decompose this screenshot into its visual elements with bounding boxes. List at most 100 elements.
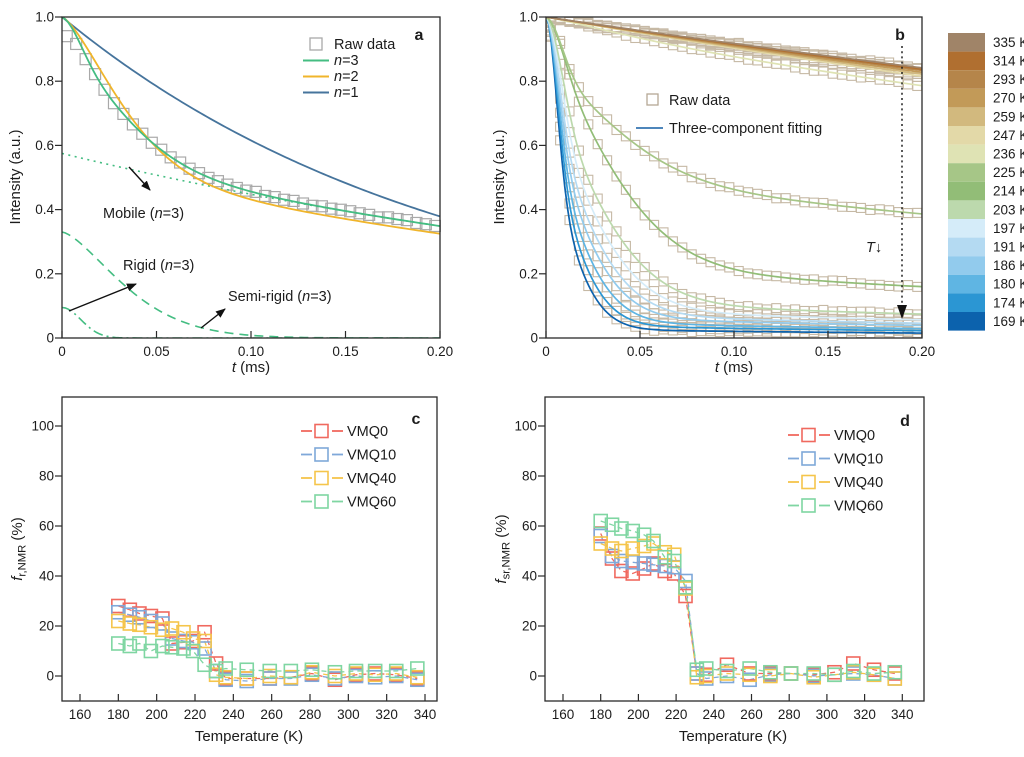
- VMQ60-point: [845, 663, 861, 679]
- VMQ0-point: [625, 566, 641, 581]
- raw-data-point: [667, 283, 678, 294]
- legend-label-VMQ0: VMQ0: [347, 424, 388, 440]
- y-tick-label: 0.6: [35, 138, 54, 153]
- annotation-temperature-decreasing: T↓: [866, 240, 882, 256]
- panel-a: 0 0.05 0.10 0.15 0.20 0 0.2 0.4 0.6 0.8 1.0 t (ms)…: [7, 10, 453, 377]
- y-tick-label: 0.4: [519, 202, 538, 217]
- VMQ10-point: [111, 604, 126, 620]
- legend-square-icon: [314, 494, 329, 509]
- panel-a-axes: 0 0.05 0.10 0.15 0.20 0 0.2 0.4 0.6 0.8 1.0: [35, 10, 453, 360]
- y-tick-label: 0.4: [35, 202, 54, 217]
- VMQ60-point: [164, 639, 180, 655]
- colorbar-label: 180 K: [993, 277, 1024, 292]
- legend-square-icon: [801, 498, 816, 513]
- VMQ60-point: [887, 664, 903, 680]
- raw-data-point: [583, 280, 594, 292]
- x-tick-label: 260: [740, 707, 763, 722]
- panel-b: 0 0.05 0.10 0.15 0.20 0 0.2 0.4 0.6 0.8 1.0 t (ms)…: [491, 10, 1024, 377]
- VMQ60-point: [646, 533, 661, 549]
- VMQ60-point: [678, 579, 693, 595]
- panel-c-axes: 160 180 200 220 240 260 280 300 320 340 0 20 40 60 80 1…: [31, 396, 438, 722]
- colorbar-swatch: [948, 126, 985, 145]
- VMQ60-point: [327, 664, 343, 680]
- VMQ60-point: [122, 638, 138, 654]
- raw-data-point: [429, 219, 441, 233]
- VMQ60-point: [367, 663, 383, 679]
- plot-frame: [544, 396, 925, 702]
- fit-curve-236K: [546, 17, 923, 87]
- legend-square-icon: [801, 451, 816, 466]
- raw-data-point: [602, 307, 613, 318]
- VMQ60-point: [657, 549, 673, 565]
- VMQ60-point: [410, 661, 425, 676]
- VMQ10-point: [604, 548, 620, 564]
- VMQ40-point: [197, 633, 212, 649]
- legend-square-icon: [314, 470, 329, 486]
- VMQ40-point: [614, 543, 629, 559]
- annotation-semi-rigid: Semi-rigid (n=3): [228, 289, 332, 305]
- VMQ0-point: [678, 588, 693, 604]
- annotation-mobile-arrow: [128, 166, 151, 191]
- raw-data-point: [630, 198, 641, 209]
- annotation-rigid: Rigid (n=3): [123, 258, 194, 274]
- legend-fitting-label: Three-component fitting: [669, 121, 822, 137]
- annotation-mobile: Mobile (n=3): [103, 206, 184, 222]
- VMQ40-point: [689, 669, 705, 685]
- colorbar-swatch: [948, 293, 985, 312]
- raw-data-point: [583, 215, 594, 226]
- colorbar-swatch: [948, 181, 985, 201]
- raw-data-point: [583, 231, 594, 242]
- y-tick-label: 0.2: [35, 266, 54, 281]
- fit-curve-180K: [546, 17, 923, 330]
- panel-c-y-axis-label: fr,NMR (%): [9, 517, 29, 581]
- raw-data-point: [658, 227, 669, 238]
- colorbar-swatch: [948, 274, 985, 294]
- legend-n3-label: n=3: [334, 53, 359, 69]
- raw-data-point: [70, 37, 83, 51]
- VMQ40-point: [143, 619, 159, 635]
- x-tick-label: 180: [107, 707, 130, 722]
- y-tick-label: 0: [530, 331, 538, 346]
- VMQ40-point: [604, 541, 620, 556]
- legend-label-VMQ10: VMQ10: [834, 452, 883, 468]
- panel-b-plot-area: [546, 17, 923, 338]
- x-tick-label: 240: [222, 707, 245, 722]
- VMQ60-point: [614, 521, 629, 536]
- raw-data-point: [667, 236, 678, 247]
- VMQ40-point: [111, 613, 126, 629]
- colorbar-label: 186 K: [993, 258, 1024, 273]
- panel-b-axes: 0 0.05 0.10 0.15 0.20 0 0.2 0.4 0.6 0.8 1.0: [519, 10, 935, 360]
- panel-d: 160 180 200 220 240 260 280 300 320 340 0 20 40 60 80 1…: [493, 396, 925, 745]
- raw-data-point: [136, 127, 149, 140]
- colorbar-swatch: [948, 200, 985, 219]
- colorbar-label: 169 K: [993, 314, 1024, 329]
- raw-data-point: [602, 114, 613, 125]
- panel-d-axes: 160 180 200 220 240 260 280 300 320 340 0 20 40 60 80 1…: [514, 396, 925, 722]
- colorbar-swatch: [948, 163, 985, 182]
- panel-a-letter: a: [415, 27, 424, 44]
- VMQ60-point: [742, 661, 757, 676]
- raw-data-point: [573, 96, 584, 107]
- raw-data-point: [611, 171, 622, 182]
- VMQ60-point: [783, 666, 799, 681]
- VMQ0-point: [614, 563, 629, 579]
- x-tick-label: 220: [665, 707, 688, 722]
- colorbar-swatch: [948, 107, 985, 126]
- VMQ60-line: [600, 520, 895, 676]
- x-tick-label: 260: [260, 707, 283, 722]
- raw-data-point: [639, 262, 650, 273]
- raw-data-point: [107, 97, 121, 110]
- raw-data-point: [649, 219, 660, 230]
- y-tick-label: 100: [514, 419, 537, 434]
- VMQ60-point: [593, 513, 609, 529]
- y-tick-label: 1.0: [519, 10, 538, 25]
- raw-data-point: [639, 145, 650, 156]
- panel-b-x-axis-label: t (ms): [715, 359, 753, 376]
- panel-d-y-axis-label: fsr,NMR (%): [493, 514, 513, 583]
- raw-data-point: [630, 272, 641, 283]
- VMQ60-point: [132, 636, 147, 651]
- x-tick-label: 0.10: [238, 344, 264, 359]
- fit-curve-1: [62, 17, 441, 235]
- VMQ40-point: [239, 671, 255, 686]
- x-tick-label: 340: [414, 707, 437, 722]
